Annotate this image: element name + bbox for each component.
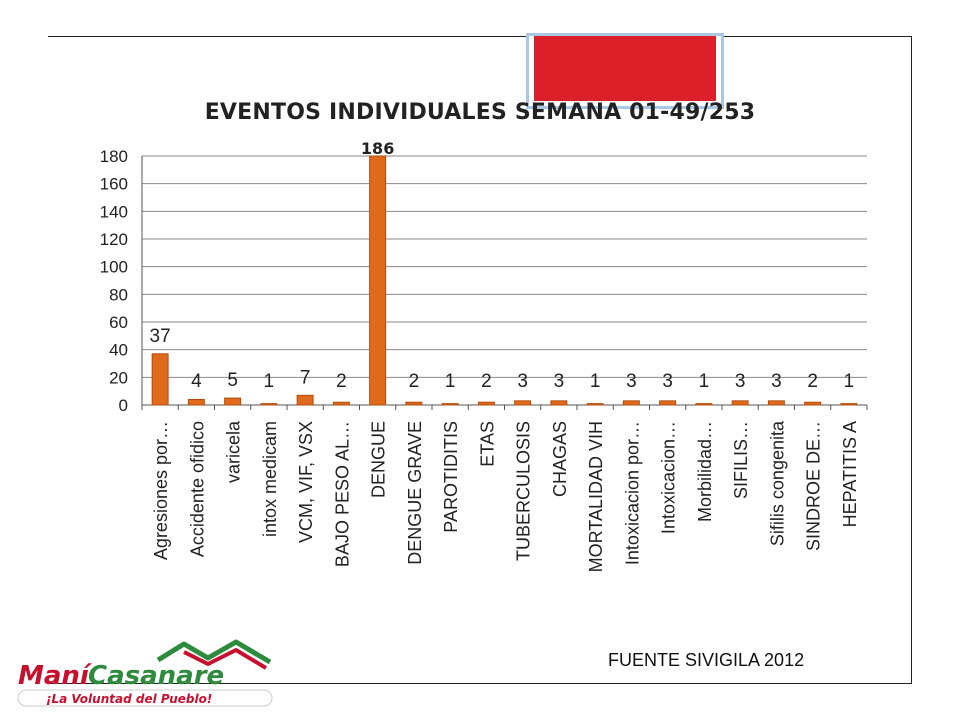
x-tick-label: SINDROE DE…: [804, 421, 824, 551]
svg-text:Casanare: Casanare: [88, 661, 224, 691]
data-label: 1: [264, 371, 275, 392]
x-tick-label: VCM, VIF, VSX: [296, 421, 316, 543]
data-label: 3: [771, 371, 782, 392]
data-label: 1: [699, 371, 710, 392]
bar: [695, 403, 713, 406]
data-label: 1: [590, 371, 601, 392]
y-tick-label: 180: [100, 147, 128, 166]
x-tick-label: MORTALIDAD VIH: [586, 421, 606, 572]
x-tick-label: Morbilidad…: [695, 421, 715, 522]
data-label: 7: [300, 367, 311, 388]
x-tick-label: Intoxicacion…: [659, 421, 679, 534]
data-label: 186: [361, 139, 394, 158]
x-tick-label: TUBERCULOSIS: [514, 421, 534, 561]
data-label: 37: [150, 326, 171, 347]
bar: [586, 403, 604, 406]
bar: [260, 403, 278, 406]
x-tick-label: intox medicam: [260, 421, 280, 537]
bar: [441, 403, 459, 406]
y-tick-label: 0: [119, 396, 128, 415]
x-tick-label: varicela: [224, 420, 244, 483]
x-tick-label: Agresiones por…: [151, 421, 171, 560]
bar: [731, 400, 749, 406]
bar: [514, 400, 532, 406]
data-label: 1: [844, 371, 855, 392]
svg-text:¡La Voluntad del Pueblo!: ¡La Voluntad del Pueblo!: [46, 692, 212, 706]
bar: [622, 400, 640, 406]
x-tick-label: CHAGAS: [550, 421, 570, 497]
x-tick-label: DENGUE GRAVE: [405, 421, 425, 565]
bar: [296, 394, 314, 406]
bar: [369, 155, 387, 406]
x-tick-label: Accidente ofidico: [187, 421, 207, 557]
data-label: 3: [554, 371, 565, 392]
data-label: 1: [445, 371, 456, 392]
y-tick-label: 160: [100, 175, 128, 194]
y-tick-label: 140: [100, 202, 128, 221]
y-tick-label: 100: [100, 258, 128, 277]
bar: [477, 401, 495, 406]
data-label: 3: [662, 371, 673, 392]
bar: [405, 401, 423, 406]
bar: [659, 400, 677, 406]
bar: [332, 401, 350, 406]
data-label: 3: [735, 371, 746, 392]
bar: [224, 397, 242, 406]
x-tick-label: HEPATITIS A: [840, 421, 860, 527]
data-label: 2: [409, 371, 420, 392]
bar: [550, 400, 568, 406]
slide-frame: [48, 33, 912, 684]
x-tick-label: PAROTIDITIS: [441, 421, 461, 533]
y-tick-label: 120: [100, 230, 128, 249]
red-banner-fill: [534, 36, 716, 101]
x-tick-label: DENGUE: [369, 421, 389, 498]
red-banner: [526, 33, 724, 109]
x-tick-label: Sifilis congenita: [767, 420, 787, 546]
data-label: 2: [336, 371, 347, 392]
x-tick-label: ETAS: [477, 421, 497, 467]
x-tick-label: SIFILIS…: [731, 421, 751, 499]
mani-casanare-logo: Maní Casanare ¡La Voluntad del Pueblo!: [17, 639, 273, 707]
data-label: 3: [517, 371, 528, 392]
y-tick-label: 60: [109, 313, 128, 332]
x-tick-label: Intoxicacion por…: [622, 421, 642, 565]
source-label: FUENTE SIVIGILA 2012: [608, 650, 805, 670]
x-tick-label: BAJO PESO AL…: [332, 421, 352, 567]
data-label: 3: [626, 371, 637, 392]
data-label: 4: [191, 371, 202, 392]
data-label: 2: [807, 371, 818, 392]
chart-title: EVENTOS INDIVIDUALES SEMANA 01-49/253: [204, 100, 756, 125]
data-label: 2: [481, 371, 492, 392]
bar: [840, 403, 858, 406]
bar: [767, 400, 785, 406]
bar: [151, 353, 169, 406]
y-tick-label: 40: [109, 341, 128, 360]
y-tick-label: 20: [109, 368, 128, 387]
bar: [804, 401, 822, 406]
data-label: 5: [227, 370, 238, 391]
svg-text:Maní: Maní: [18, 661, 93, 691]
bar: [187, 398, 205, 406]
y-tick-label: 80: [109, 285, 128, 304]
